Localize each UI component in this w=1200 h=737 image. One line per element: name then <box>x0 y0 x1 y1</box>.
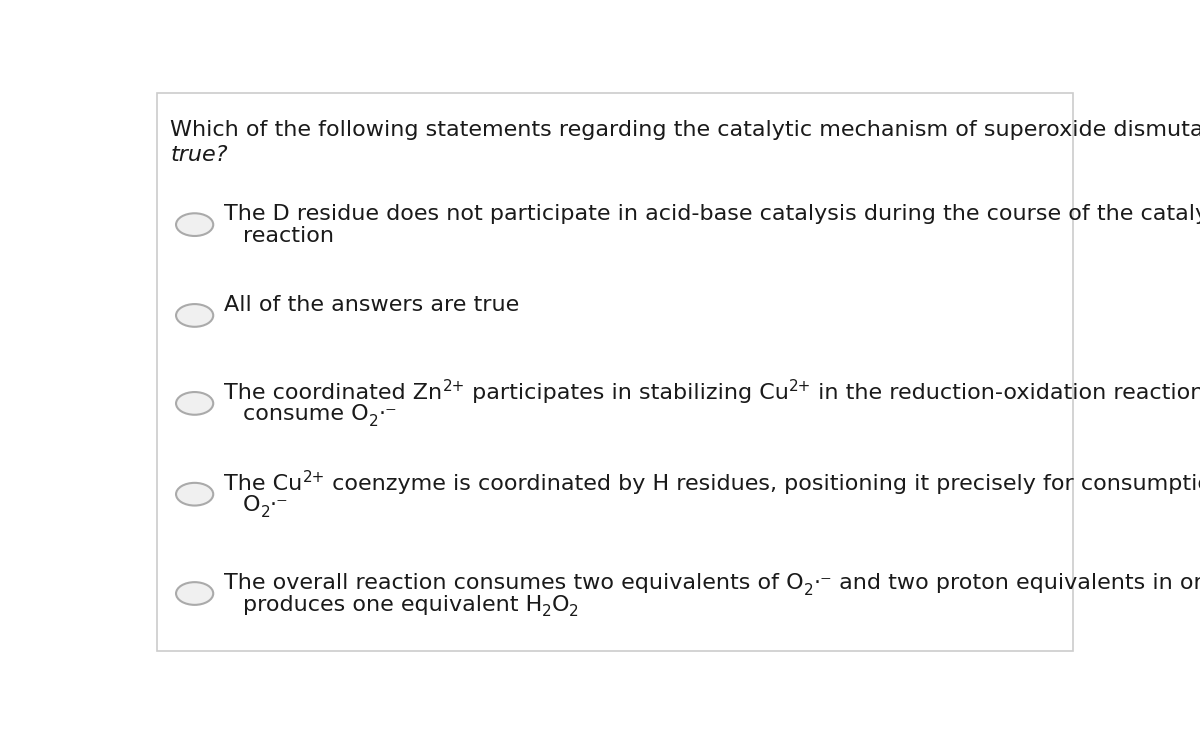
Text: The D residue does not participate in acid-base catalysis during the course of t: The D residue does not participate in ac… <box>224 204 1200 224</box>
Text: in the reduction-oxidation reactions to: in the reduction-oxidation reactions to <box>811 383 1200 403</box>
Text: The Cu: The Cu <box>224 474 302 494</box>
FancyBboxPatch shape <box>157 93 1073 652</box>
Text: 2: 2 <box>569 604 580 619</box>
Circle shape <box>176 213 214 236</box>
Circle shape <box>176 483 214 506</box>
Text: 2: 2 <box>260 505 270 520</box>
Text: ·⁻: ·⁻ <box>814 573 833 593</box>
Text: The overall reaction consumes two equivalents of O: The overall reaction consumes two equiva… <box>224 573 804 593</box>
Circle shape <box>176 392 214 415</box>
Text: reaction: reaction <box>242 226 334 245</box>
Text: 2+: 2+ <box>788 380 811 394</box>
Text: 2: 2 <box>368 414 378 429</box>
Text: The coordinated Zn: The coordinated Zn <box>224 383 443 403</box>
Text: coenzyme is coordinated by H residues, positioning it precisely for consumption : coenzyme is coordinated by H residues, p… <box>325 474 1200 494</box>
Text: 2: 2 <box>542 604 552 619</box>
Text: 2+: 2+ <box>443 380 464 394</box>
Text: 2: 2 <box>804 583 814 598</box>
Circle shape <box>176 582 214 605</box>
Text: participates in stabilizing Cu: participates in stabilizing Cu <box>464 383 788 403</box>
Text: and two proton equivalents in order to: and two proton equivalents in order to <box>833 573 1200 593</box>
Text: produces one equivalent H: produces one equivalent H <box>242 595 542 615</box>
Text: All of the answers are true: All of the answers are true <box>224 295 520 315</box>
Text: true?: true? <box>170 145 228 165</box>
Text: ·⁻: ·⁻ <box>378 405 397 425</box>
Text: O: O <box>552 595 569 615</box>
Text: consume O: consume O <box>242 405 368 425</box>
Text: 2+: 2+ <box>302 470 325 485</box>
Text: O: O <box>242 495 260 515</box>
Text: Which of the following statements regarding the catalytic mechanism of superoxid: Which of the following statements regard… <box>170 119 1200 139</box>
Circle shape <box>176 304 214 326</box>
Text: ·⁻: ·⁻ <box>270 495 289 515</box>
